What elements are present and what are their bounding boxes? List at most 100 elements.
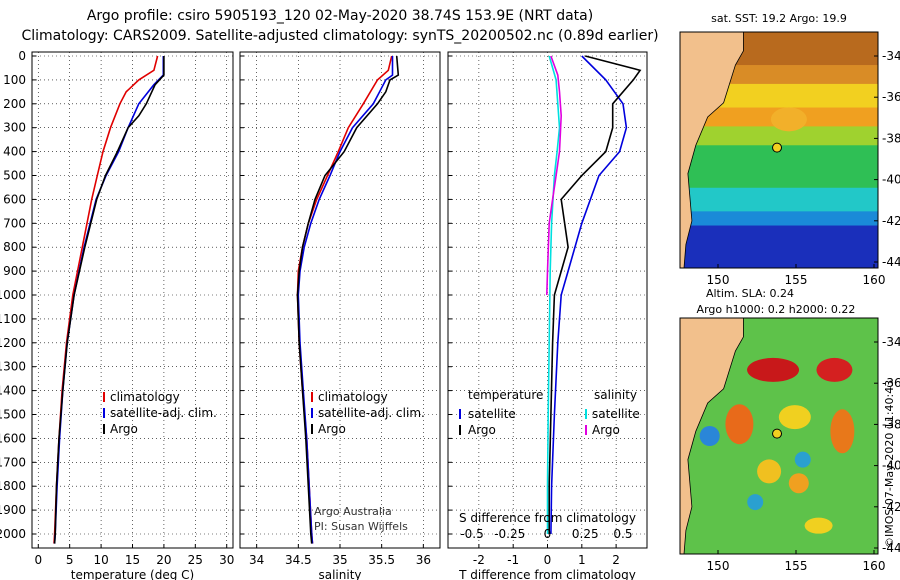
y-tick-label: 900 (3, 264, 26, 278)
map-frame (679, 317, 879, 555)
lat-label: -40 (882, 173, 900, 187)
sla-anomaly (816, 357, 853, 382)
series-line-salinity-argo (546, 55, 563, 296)
x-tick-label: 35 (332, 553, 347, 567)
sst-band (680, 211, 878, 227)
sst-map (679, 31, 879, 269)
y-tick-label: 0 (18, 49, 26, 63)
secondary-x-tick-label: 0.25 (572, 527, 599, 541)
series-line-argo (53, 56, 165, 544)
y-tick-label: 2000 (0, 527, 26, 541)
y-tick-label: 400 (3, 145, 26, 159)
lon-label: 155 (785, 273, 808, 287)
panel-2 (239, 51, 441, 549)
legend-label: climatology (318, 390, 388, 404)
lon-label: 150 (707, 273, 730, 287)
x-tick-label: 5 (66, 553, 74, 567)
y-tick-label: 1900 (0, 503, 26, 517)
sla-anomaly (747, 494, 764, 511)
title-line-1: Argo profile: csiro 5905193_120 02-May-2… (86, 8, 594, 24)
sla-map (679, 317, 879, 555)
legend-label: climatology (110, 390, 180, 404)
series-line-temperature-argo (548, 55, 642, 534)
lat-label: -36 (882, 90, 900, 104)
y-tick-label: 1000 (0, 288, 26, 302)
secondary-x-tick-label: -0.5 (460, 527, 483, 541)
title-line-2: Climatology: CARS2009. Satellite-adjuste… (21, 28, 659, 44)
lat-label: -36 (882, 376, 900, 390)
x-tick-label: -2 (473, 553, 485, 567)
sla-anomaly (757, 459, 782, 484)
land-coastline (679, 31, 744, 269)
legend-label: satellite (468, 407, 516, 421)
y-tick-label: 200 (3, 97, 26, 111)
panel-1 (31, 51, 234, 549)
lat-label: -38 (882, 417, 900, 431)
series-line-climatology (296, 55, 393, 544)
y-tick-label: 500 (3, 169, 26, 183)
sst-warm-eddy (770, 107, 807, 132)
x-tick-label: 20 (156, 553, 171, 567)
legend-label: Argo (110, 422, 138, 436)
sla-anomaly (804, 517, 833, 534)
lat-label: -42 (882, 214, 900, 228)
x-tick-label: 34.5 (285, 553, 312, 567)
series-line-temperature-satellite (550, 55, 628, 535)
y-tick-label: 600 (3, 192, 26, 206)
y-tick-label: 800 (3, 240, 26, 254)
credit-text: PI: Susan Wijffels (314, 520, 408, 533)
series-line-satellite-adj-clim- (297, 56, 394, 544)
y-tick-label: 1500 (0, 408, 26, 422)
legend-label: Argo (318, 422, 346, 436)
y-tick-label: 1300 (0, 360, 26, 374)
y-tick-label: 1400 (0, 384, 26, 398)
sst-band (680, 187, 878, 212)
x-tick-label: -1 (507, 553, 519, 567)
secondary-x-tick-label: 0 (544, 527, 552, 541)
land-coastline (679, 317, 744, 555)
sla-anomaly (778, 405, 811, 430)
x-tick-label: 10 (93, 553, 108, 567)
x-tick-label: 15 (125, 553, 140, 567)
y-tick-label: 1700 (0, 455, 26, 469)
lat-label: -38 (882, 131, 900, 145)
lat-label: -44 (882, 255, 900, 269)
argo-float-marker (772, 142, 783, 153)
x-tick-label: 25 (188, 553, 203, 567)
x-tick-label: 1 (578, 553, 586, 567)
sst-band (680, 145, 878, 189)
x-tick-label: 0 (34, 553, 42, 567)
x-tick-label: 34 (249, 553, 264, 567)
legend-label: Argo (468, 423, 496, 437)
lon-label: 155 (785, 559, 808, 573)
secondary-x-tick-label: -0.25 (494, 527, 525, 541)
x-axis-label: salinity (318, 568, 361, 580)
lat-label: -34 (882, 335, 900, 349)
x-tick-label: 35.5 (368, 553, 395, 567)
sst-band (680, 225, 878, 269)
x-axis-label: T difference from climatology (458, 568, 636, 580)
sst-band (680, 126, 878, 146)
legend-header-salinity: salinity (594, 388, 637, 402)
legend-label: satellite (592, 407, 640, 421)
imos-watermark: ©IMOS 07-May-2020 11:40:43 (883, 380, 896, 548)
map-frame (679, 31, 879, 269)
x-tick-label: 30 (219, 553, 234, 567)
series-line-climatology (53, 55, 159, 544)
lon-label: 150 (707, 559, 730, 573)
lat-label: -42 (882, 500, 900, 514)
lon-label: 160 (863, 273, 886, 287)
lat-label: -40 (882, 459, 900, 473)
sla-map-title-1: Altim. SLA: 0.24 (706, 287, 794, 300)
lon-label: 160 (863, 559, 886, 573)
series-line-satellite-adj-clim- (53, 56, 165, 544)
sla-anomaly (747, 357, 800, 382)
y-tick-label: 1100 (0, 312, 26, 326)
lat-label: -44 (882, 541, 900, 555)
secondary-x-tick-label: 0.5 (613, 527, 632, 541)
argo-float-marker (772, 428, 783, 439)
x-axis-label: temperature (deg C) (71, 568, 194, 580)
y-tick-label: 1800 (0, 479, 26, 493)
